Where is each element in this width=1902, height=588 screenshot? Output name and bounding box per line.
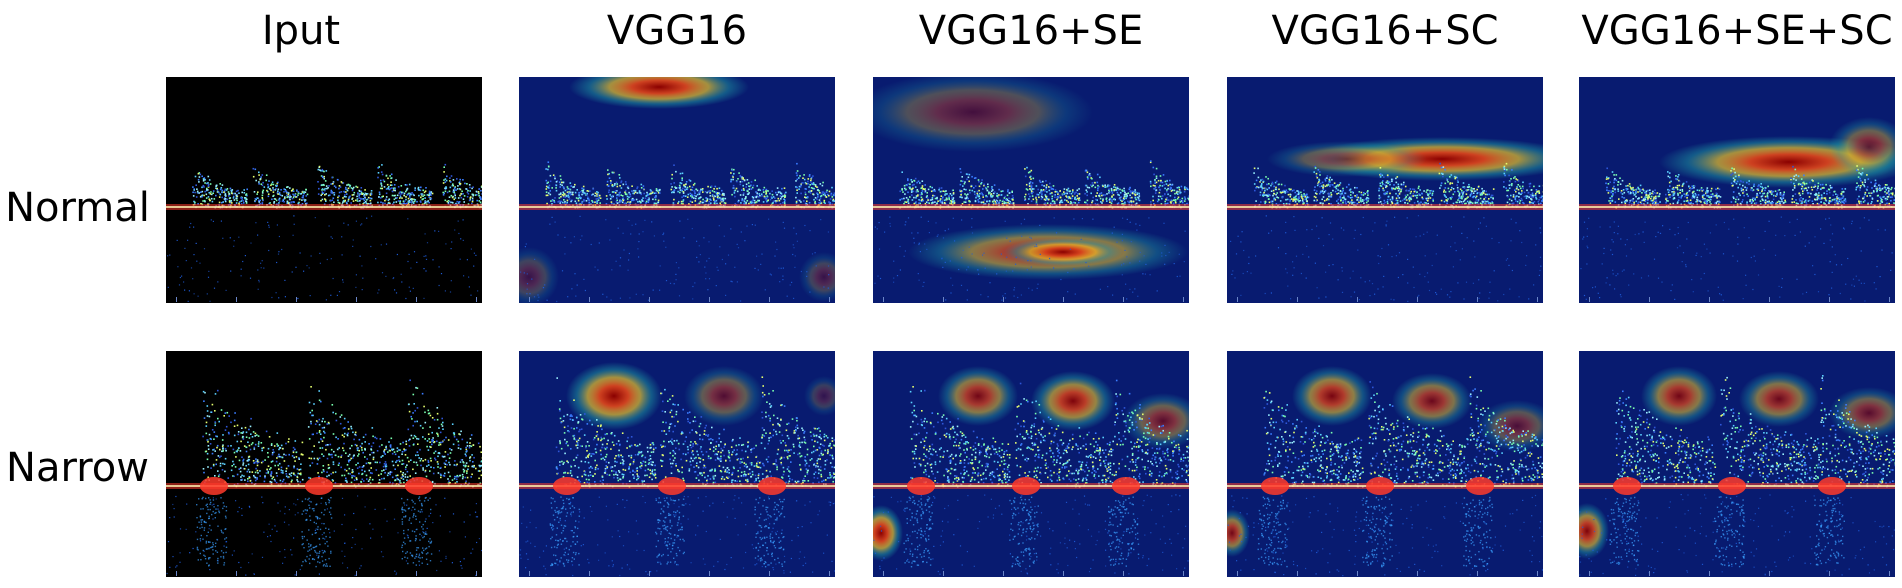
panel-normal-input [166,77,482,303]
heatmap-image-normal-vgg16-se-sc [1579,77,1895,303]
panel-narrow-vgg16 [519,351,835,577]
doppler-spectrogram-image-normal-input [166,77,482,303]
panel-narrow-input [166,351,482,577]
heatmap-image-narrow-vgg16-se-sc [1579,351,1895,577]
heatmap-image-narrow-vgg16 [519,351,835,577]
panel-narrow-vgg16-sc [1227,351,1543,577]
heatmap-image-normal-vgg16-sc [1227,77,1543,303]
heatmap-image-normal-vgg16 [519,77,835,303]
column-title-input: Iput [261,8,341,54]
panel-narrow-vgg16-se-sc [1579,351,1895,577]
column-title-vgg16-se-sc: VGG16+SE+SC [1581,8,1893,54]
heatmap-image-narrow-vgg16-se [873,351,1189,577]
panel-normal-vgg16 [519,77,835,303]
column-title-vgg16: VGG16 [606,8,748,54]
row-label-normal: Normal [5,185,150,231]
heatmap-image-normal-vgg16-se [873,77,1189,303]
doppler-spectrogram-image-narrow-input [166,351,482,577]
row-label-narrow: Narrow [6,445,149,491]
panel-normal-vgg16-se [873,77,1189,303]
panel-normal-vgg16-sc [1227,77,1543,303]
column-title-vgg16-sc: VGG16+SC [1271,8,1499,54]
panel-normal-vgg16-se-sc [1579,77,1895,303]
heatmap-image-narrow-vgg16-sc [1227,351,1543,577]
column-title-vgg16-se: VGG16+SE [918,8,1144,54]
panel-narrow-vgg16-se [873,351,1189,577]
